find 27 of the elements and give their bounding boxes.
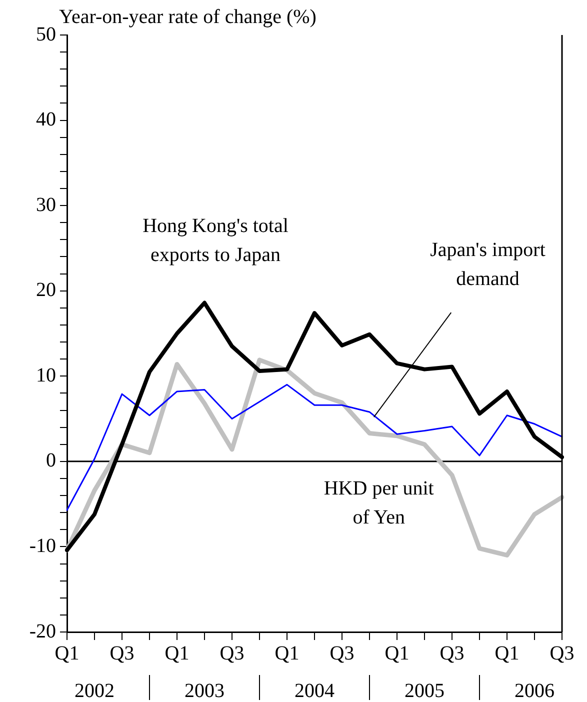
text: 2006	[514, 680, 554, 702]
text: Japan's import demand	[430, 238, 546, 290]
x-tick-label: Q1	[384, 642, 410, 664]
text: 2004	[294, 680, 334, 702]
y-tick-label: -10	[29, 534, 56, 557]
x-tick-label: Q3	[330, 642, 354, 664]
y-tick-label: 10	[36, 364, 56, 386]
text: 2003	[184, 680, 224, 702]
x-tick-label: Q3	[440, 642, 464, 664]
x-tick-label: Q1	[274, 642, 300, 664]
y-tick-label: 0	[46, 450, 56, 472]
y-tick-label: 40	[36, 108, 56, 131]
y-tick-label: 50	[36, 23, 56, 46]
x-tick-label: Q1	[54, 642, 80, 664]
x-tick-label: Q3	[110, 642, 134, 664]
text: Hong Kong's total exports to Japan	[142, 215, 289, 266]
y-axis-title: Year-on-year rate of change (%)	[59, 6, 316, 28]
x-tick-label: Q1	[164, 642, 190, 664]
text: 2002	[74, 680, 114, 702]
y-tick-label: 30	[36, 194, 56, 216]
y-tick-label: -20	[29, 620, 56, 642]
y-tick-label: 20	[36, 279, 56, 302]
text: 2005	[404, 680, 444, 702]
series-label: HKD per unit of Yen	[324, 478, 434, 529]
x-tick-label: Q3	[550, 642, 574, 664]
x-tick-label: Q1	[494, 642, 520, 664]
x-tick-label: Q3	[220, 642, 244, 664]
